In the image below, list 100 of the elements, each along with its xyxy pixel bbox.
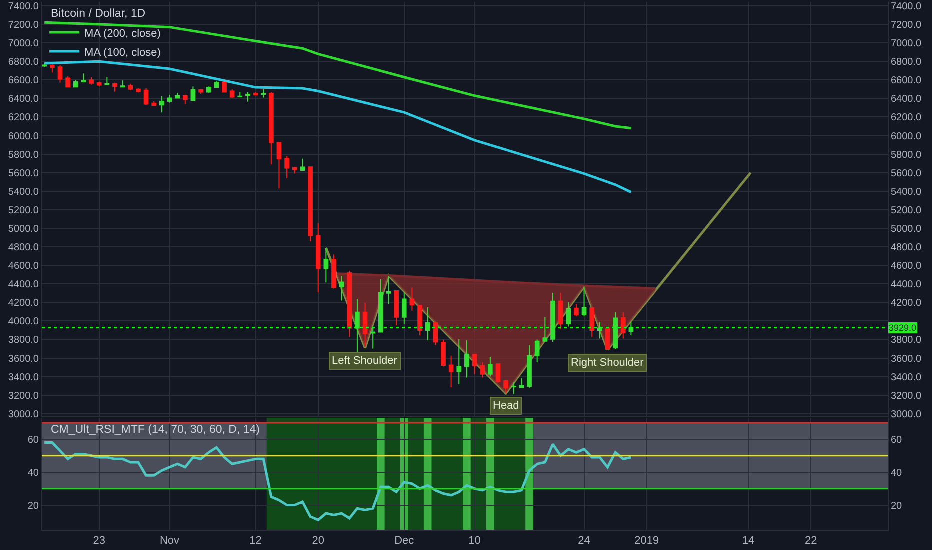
candlestick [112, 82, 118, 92]
candlestick [566, 302, 572, 328]
candlestick [339, 276, 344, 302]
candlestick [50, 64, 55, 74]
candlestick [480, 362, 486, 378]
candlestick [620, 312, 626, 340]
y-tick-label: 40 [28, 468, 40, 479]
y2-tick-label: 3800.0 [891, 335, 922, 346]
candlestick [370, 326, 376, 350]
candlestick [175, 92, 180, 100]
candlestick [402, 292, 407, 324]
y-tick-label: 3800.0 [8, 335, 40, 346]
y2-tick-label: 5000.0 [891, 224, 922, 235]
y-tick-label: 4800.0 [8, 242, 40, 254]
candlestick [582, 286, 587, 318]
line-series [43, 60, 632, 194]
y2-tick-label: 7000.0 [891, 38, 922, 50]
x-tick-label: 23 [93, 535, 106, 548]
y2-tick-label: 5600.0 [891, 168, 922, 180]
candlestick [558, 292, 564, 330]
y-tick-label: 6400.0 [8, 94, 40, 106]
candlestick [128, 83, 134, 91]
y2-tick-label: 7400.0 [891, 1, 922, 12]
candlestick [96, 82, 102, 88]
x-tick-label: 14 [742, 535, 755, 548]
y-tick-label: 7200.0 [8, 20, 40, 32]
candlestick [144, 88, 149, 106]
candlestick [347, 270, 352, 338]
y-tick-label: 3000.0 [8, 409, 40, 420]
candlestick [292, 167, 298, 174]
candlestick [182, 94, 188, 105]
x-tick-label: Nov [160, 535, 180, 548]
candlestick [261, 88, 266, 98]
y2-tick-label: 6400.0 [891, 94, 922, 106]
y2-tick-label: 5200.0 [891, 205, 922, 216]
candlestick [198, 88, 204, 95]
candlestick [269, 92, 274, 165]
candlestick [456, 338, 462, 385]
y-tick-label: 3600.0 [8, 354, 40, 365]
annotation: Left Shoulder [332, 355, 398, 367]
y2-tick-label: 5800.0 [891, 150, 922, 161]
candlestick [488, 356, 493, 378]
y-tick-label: 60 [28, 434, 40, 446]
y-tick-label: 7400.0 [8, 1, 40, 12]
candlestick [410, 287, 415, 312]
y2-tick-label: 6800.0 [891, 57, 922, 68]
candlestick [300, 158, 306, 172]
candlestick [58, 64, 63, 84]
candlestick [324, 248, 329, 284]
y2-tick-label: 3600.0 [891, 354, 922, 365]
candlestick [308, 166, 313, 242]
y2-tick-label: 7200.0 [891, 20, 922, 32]
candlestick [238, 92, 243, 98]
x-tick-label: Dec [394, 535, 415, 548]
candlestick [214, 80, 220, 89]
candlestick [246, 92, 250, 102]
y-tick-label: 6200.0 [8, 112, 40, 124]
candlestick [160, 96, 164, 114]
y-tick-label: 5800.0 [8, 150, 40, 161]
x-tick-label: 10 [468, 535, 481, 548]
candlestick [448, 355, 454, 388]
y-tick-label: 4400.0 [8, 280, 40, 291]
y-tick-label: 20 [28, 500, 40, 512]
candlestick [472, 354, 478, 375]
y2-tick-label: 6200.0 [891, 112, 922, 124]
candlestick [332, 254, 336, 290]
y-tick-label: 6000.0 [8, 131, 40, 142]
candlestick [89, 76, 94, 86]
candlestick [276, 142, 282, 190]
y-tick-label: 4200.0 [8, 298, 40, 310]
y-tick-label: 5400.0 [8, 186, 40, 198]
x-tick-label: 12 [250, 535, 262, 548]
candlestick [230, 88, 235, 99]
candlestick [504, 380, 508, 394]
candlestick [550, 292, 556, 343]
candlestick [527, 344, 532, 388]
y-tick-label: 4600.0 [8, 261, 40, 272]
legend-label: MA (100, close) [84, 46, 161, 59]
text: CM_Ult_RSI_MTF (14, 70, 30, 60, D, 14) [51, 424, 260, 436]
x-tick-label: 22 [804, 535, 818, 548]
legend-label: MA (200, close) [84, 28, 161, 40]
y-tick-label: 3200.0 [8, 390, 40, 402]
candlestick [190, 86, 196, 102]
x-tick-label: 24 [578, 535, 590, 548]
candlestick [120, 80, 126, 88]
candlestick [425, 306, 430, 341]
y-tick-label: 5200.0 [8, 205, 40, 216]
y-tick-label: 7000.0 [8, 38, 40, 50]
candlestick [378, 278, 384, 333]
candlestick [542, 316, 548, 343]
y-tick-label: 4000.0 [8, 316, 40, 328]
y2-tick-label: 6600.0 [891, 76, 922, 87]
candlestick [496, 363, 501, 384]
line-series [43, 441, 632, 522]
candlestick [613, 312, 618, 350]
y2-tick-label: 60 [891, 434, 903, 446]
candlestick [418, 304, 422, 336]
y2-tick-label: 3200.0 [891, 390, 922, 402]
candlestick [136, 88, 141, 94]
y2-tick-label: 4800.0 [891, 242, 922, 254]
